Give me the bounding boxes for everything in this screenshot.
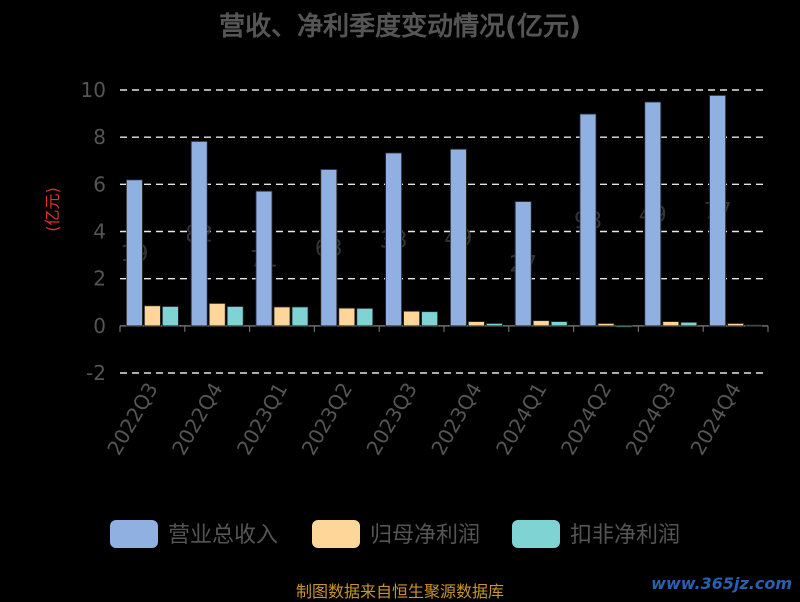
bar-归母净利润-2024Q4 [727,323,744,327]
y-tick-label: 2 [93,267,106,291]
bar-扣非净利润-2023Q4 [485,323,503,327]
x-tick-label: 2023Q1 [232,378,292,459]
legend-label: 归母净利润 [370,523,480,548]
bar-扣非净利润-2023Q1 [291,306,309,327]
grid-layer [120,89,768,374]
bar-扣非净利润-2024Q1 [550,321,568,327]
bar-归母净利润-2024Q2 [597,323,615,327]
bar-扣非净利润-2023Q3 [421,311,439,327]
data-labels-layer: 19827163334927984977 [120,95,732,327]
watermark: www.365jz.com [651,574,792,593]
bar-overlay [385,152,403,327]
y-tick-label: 6 [93,172,106,196]
bar-归母净利润-2023Q2 [338,307,356,327]
bar-扣非净利润-2022Q3 [161,306,179,327]
y-tick-label: 10 [81,78,106,102]
bar-归母净利润-2023Q3 [403,310,421,327]
x-tick-label: 2023Q2 [297,378,357,459]
legend-label: 扣非净利润 [570,523,680,548]
legend-swatch [312,520,360,548]
bar-归母净利润-2022Q4 [208,303,226,327]
bar-overlay [579,113,597,327]
bar-overlay [514,201,532,327]
bar-扣非净利润-2023Q2 [356,307,374,327]
bar-overlay [255,190,273,327]
y-tick-label: 8 [93,125,106,149]
bar-扣非净利润-2024Q2 [615,325,633,328]
bar-归母净利润-2023Q1 [273,306,291,327]
bar-扣非净利润-2022Q4 [226,306,244,327]
x-tick-label: 2023Q3 [361,378,421,459]
bar-归母净利润-2024Q3 [662,321,680,327]
legend-swatch [110,520,158,548]
bar-归母净利润-2024Q1 [532,320,550,327]
x-tick-label: 2022Q3 [102,378,162,459]
bar-扣非净利润-2024Q4 [745,324,762,327]
x-tick-label: 2022Q4 [167,378,227,459]
bar-overlay [709,95,726,327]
legend: 营业总收入 归母净利润 扣非净利润 [110,520,680,548]
bar-overlay [320,169,338,327]
bar-归母净利润-2023Q4 [467,321,485,327]
x-tick-label: 2024Q2 [556,378,616,459]
bar-overlay [190,141,208,327]
x-tick-label: 2024Q3 [621,378,681,459]
legend-label: 营业总收入 [168,523,278,548]
bar-overlay [644,101,662,327]
y-tick-label: 0 [93,314,106,338]
y-axis-label: (亿元) [43,187,62,232]
x-tick-label: 2023Q4 [426,378,486,459]
bar-overlay [449,148,467,327]
chart-title: 营收、净利季度变动情况(亿元) [219,12,581,42]
legend-swatch [512,520,560,548]
y-tick-label: -2 [86,361,106,385]
bar-扣非净利润-2024Q3 [680,321,698,327]
y-tick-label: 4 [93,220,106,244]
source-note: 制图数据来自恒生聚源数据库 [295,582,504,601]
x-tick-label: 2024Q1 [491,378,551,459]
x-tick-label: 2024Q4 [685,378,745,459]
bar-overlay [126,179,143,327]
bar-归母净利润-2022Q3 [143,305,161,327]
